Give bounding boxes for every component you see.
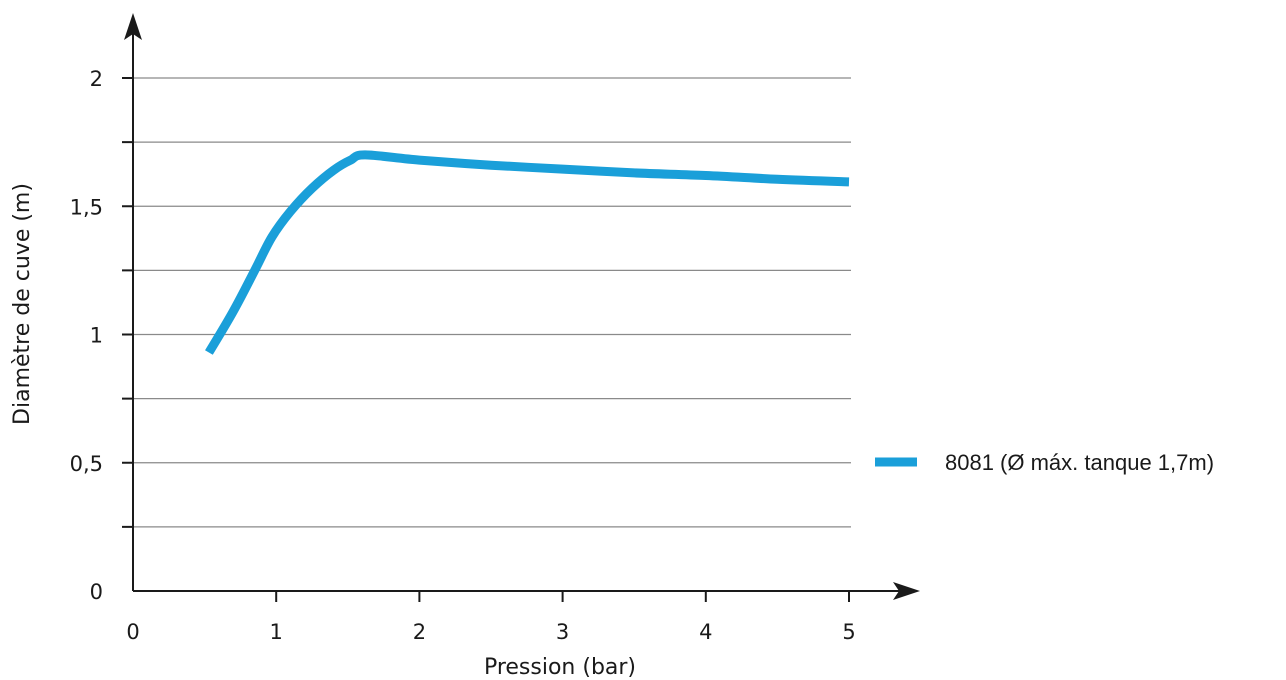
x-tick-label: 4 [699,620,712,644]
legend: 8081 (Ø máx. tanque 1,7m) [875,450,1214,475]
y-axis-arrow-icon [124,13,142,40]
x-tick-label: 2 [413,620,426,644]
x-axis-arrow-icon [893,582,920,600]
legend-label: 8081 (Ø máx. tanque 1,7m) [945,450,1214,475]
y-axis-label: Diamètre de cuve (m) [10,183,35,425]
series-group [205,150,850,355]
y-tick-label: 2 [90,67,103,91]
x-axis-label: Pression (bar) [484,655,636,680]
x-tick-label: 0 [126,620,139,644]
x-tick-label: 5 [842,620,855,644]
axes [124,13,920,600]
x-tick-label: 1 [270,620,283,644]
y-tick-label: 0 [90,580,103,604]
y-tick-label: 1,5 [70,195,103,219]
y-ticks: 0 0,5 1 1,5 2 [70,67,133,604]
x-tick-label: 3 [556,620,569,644]
y-tick-label: 0,5 [70,452,103,476]
y-tick-label: 1 [90,324,103,348]
series-line [205,150,850,355]
x-ticks: 0 1 2 3 4 5 [126,591,856,644]
